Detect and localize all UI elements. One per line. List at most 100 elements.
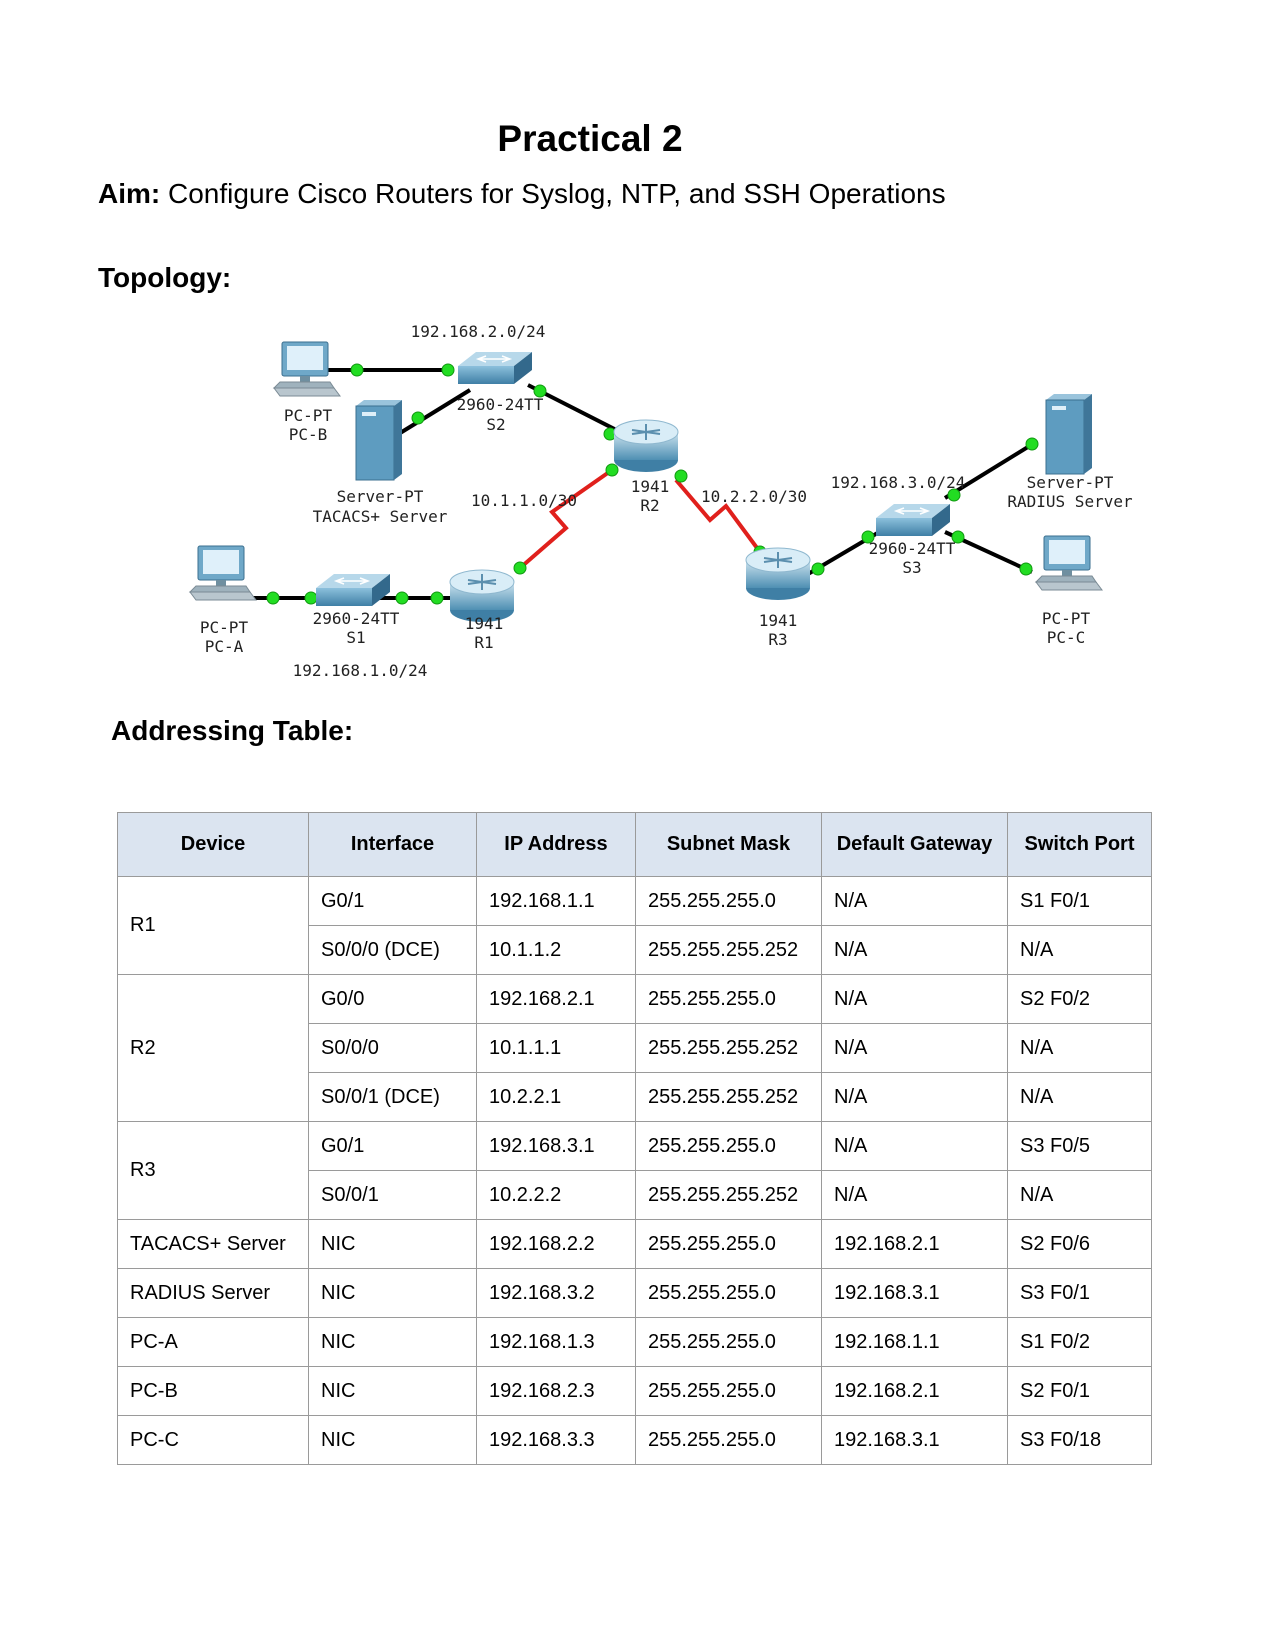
switch-port-cell: S1 F0/2 xyxy=(1007,1317,1152,1367)
pcb-label-name: PC-B xyxy=(289,425,328,444)
ip-address-cell: 192.168.1.3 xyxy=(476,1317,636,1367)
interface-cell: NIC xyxy=(308,1317,477,1367)
interface-cell: G0/1 xyxy=(308,1121,477,1171)
pcc-label-model: PC-PT xyxy=(1042,609,1091,628)
default-gateway-cell: 192.168.3.1 xyxy=(821,1415,1008,1465)
switch-port-cell: S3 F0/5 xyxy=(1007,1121,1152,1171)
subnet-mask-cell: 255.255.255.0 xyxy=(635,1219,822,1269)
header-ip-address: IP Address xyxy=(476,812,636,877)
header-default-gateway: Default Gateway xyxy=(821,812,1008,877)
table-heading: Addressing Table: xyxy=(111,715,354,746)
default-gateway-cell: 192.168.2.1 xyxy=(821,1366,1008,1416)
subnet-mask-cell: 255.255.255.0 xyxy=(635,974,822,1024)
table-header-row: Device Interface IP Address Subnet Mask … xyxy=(117,812,1152,877)
r1-label-model: 1941 xyxy=(465,614,504,633)
aim-line: Aim: Configure Cisco Routers for Syslog,… xyxy=(98,178,946,210)
interface-cell: NIC xyxy=(308,1415,477,1465)
ip-address-cell: 192.168.3.3 xyxy=(476,1415,636,1465)
header-device: Device xyxy=(117,812,309,877)
ip-address-cell: 10.1.1.1 xyxy=(476,1023,636,1073)
switch-port-cell: S2 F0/1 xyxy=(1007,1366,1152,1416)
ip-address-cell: 192.168.2.3 xyxy=(476,1366,636,1416)
ip-address-cell: 10.1.1.2 xyxy=(476,925,636,975)
switch-port-cell: S2 F0/6 xyxy=(1007,1219,1152,1269)
network-label-lan3: 192.168.3.0/24 xyxy=(831,473,966,492)
subnet-mask-cell: 255.255.255.0 xyxy=(635,1415,822,1465)
interface-cell: S0/0/1 xyxy=(308,1170,477,1220)
ip-address-cell: 10.2.2.1 xyxy=(476,1072,636,1122)
radius-label-name: RADIUS Server xyxy=(1007,492,1133,511)
table-row: PC-B NIC 192.168.2.3 255.255.255.0 192.168.2… xyxy=(117,1366,1152,1416)
table-row: R2 G0/0 192.168.2.1 255.255.255.0 N/A S2 F0/2 xyxy=(117,974,1152,1122)
device-cell: R1 xyxy=(117,876,309,975)
switch-port-cell: N/A xyxy=(1007,1023,1152,1073)
switch-s2-icon xyxy=(457,351,533,385)
topology-diagram: PC-PT PC-B Server-PT TACACS+ Server 2960… xyxy=(189,322,1133,680)
ip-address-cell: 10.2.2.2 xyxy=(476,1170,636,1220)
addressing-table: Device Interface IP Address Subnet Mask … xyxy=(117,812,1152,1465)
default-gateway-cell: N/A xyxy=(821,1023,1008,1073)
default-gateway-cell: N/A xyxy=(821,1072,1008,1122)
router-r2-icon xyxy=(613,419,679,473)
switch-port-cell: S1 F0/1 xyxy=(1007,876,1152,926)
tacacs-label-model: Server-PT xyxy=(337,487,424,506)
pcc-label-name: PC-C xyxy=(1047,628,1086,647)
table-row: S0/0/0 10.1.1.1 255.255.255.252 N/A N/A xyxy=(118,1023,1152,1073)
pca-label-model: PC-PT xyxy=(200,618,249,637)
r1-label-name: R1 xyxy=(474,633,493,652)
table-row: R1 G0/1 192.168.1.1 255.255.255.0 N/A S1 F0/1 xyxy=(117,876,1152,975)
aim-text: Configure Cisco Routers for Syslog, NTP,… xyxy=(168,178,946,209)
aim-label: Aim: xyxy=(98,178,161,209)
table-row: S0/0/0 (DCE) 10.1.1.2 255.255.255.252 N/A N/… xyxy=(118,925,1152,975)
link-tacacs-s2 xyxy=(390,388,472,440)
default-gateway-cell: 192.168.2.1 xyxy=(821,1219,1008,1269)
device-cell: R3 xyxy=(117,1121,309,1220)
default-gateway-cell: N/A xyxy=(821,974,1008,1024)
page-title: Practical 2 xyxy=(497,118,683,159)
default-gateway-cell: 192.168.3.1 xyxy=(821,1268,1008,1318)
switch-s3-icon xyxy=(875,503,951,537)
topology-heading: Topology: xyxy=(98,262,232,293)
subnet-mask-cell: 255.255.255.0 xyxy=(635,876,822,926)
r3-label-name: R3 xyxy=(768,630,787,649)
subnet-mask-cell: 255.255.255.252 xyxy=(635,1170,822,1220)
s3-label-name: S3 xyxy=(902,558,921,577)
header-switch-port: Switch Port xyxy=(1007,812,1152,877)
link-r2-r3 xyxy=(674,478,762,554)
serial-links xyxy=(518,468,762,570)
default-gateway-cell: N/A xyxy=(821,925,1008,975)
default-gateway-cell: N/A xyxy=(821,876,1008,926)
device-cell: PC-A xyxy=(117,1317,309,1367)
ip-address-cell: 192.168.1.1 xyxy=(476,876,636,926)
interface-cell: NIC xyxy=(308,1268,477,1318)
ip-address-cell: 192.168.3.2 xyxy=(476,1268,636,1318)
ip-address-cell: 192.168.2.2 xyxy=(476,1219,636,1269)
link-r1-r2 xyxy=(518,468,614,570)
s2-label-name: S2 xyxy=(486,415,505,434)
network-label-lan2: 192.168.2.0/24 xyxy=(411,322,546,341)
table-row: S0/0/1 (DCE) 10.2.2.1 255.255.255.252 N/A N/… xyxy=(118,1072,1152,1122)
radius-server-icon xyxy=(1045,393,1093,475)
table-body: R1 G0/1 192.168.1.1 255.255.255.0 N/A S1 F0/1… xyxy=(117,876,1152,1465)
subnet-mask-cell: 255.255.255.252 xyxy=(635,925,822,975)
interface-cell: S0/0/0 (DCE) xyxy=(308,925,477,975)
network-label-lan1: 192.168.1.0/24 xyxy=(293,661,428,680)
switch-s1-icon xyxy=(315,573,391,607)
ip-address-cell: 192.168.3.1 xyxy=(476,1121,636,1171)
subnet-mask-cell: 255.255.255.0 xyxy=(635,1121,822,1171)
subnet-mask-cell: 255.255.255.252 xyxy=(635,1023,822,1073)
interface-cell: G0/0 xyxy=(308,974,477,1024)
s1-label-name: S1 xyxy=(346,628,365,647)
pc-a-icon xyxy=(189,545,257,601)
interface-cell: S0/0/1 (DCE) xyxy=(308,1072,477,1122)
default-gateway-cell: 192.168.1.1 xyxy=(821,1317,1008,1367)
switch-port-cell: S3 F0/18 xyxy=(1007,1415,1152,1465)
s3-label-model: 2960-24TT xyxy=(869,539,956,558)
table-row: S0/0/1 10.2.2.2 255.255.255.252 N/A N/A xyxy=(118,1170,1152,1220)
network-label-wan2: 10.2.2.0/30 xyxy=(701,487,807,506)
default-gateway-cell: N/A xyxy=(821,1121,1008,1171)
pca-label-name: PC-A xyxy=(205,637,244,656)
table-row: R3 G0/1 192.168.3.1 255.255.255.0 N/A S3 F0/5 xyxy=(117,1121,1152,1220)
r2-label-name: R2 xyxy=(640,496,659,515)
tacacs-server-icon xyxy=(355,399,403,481)
